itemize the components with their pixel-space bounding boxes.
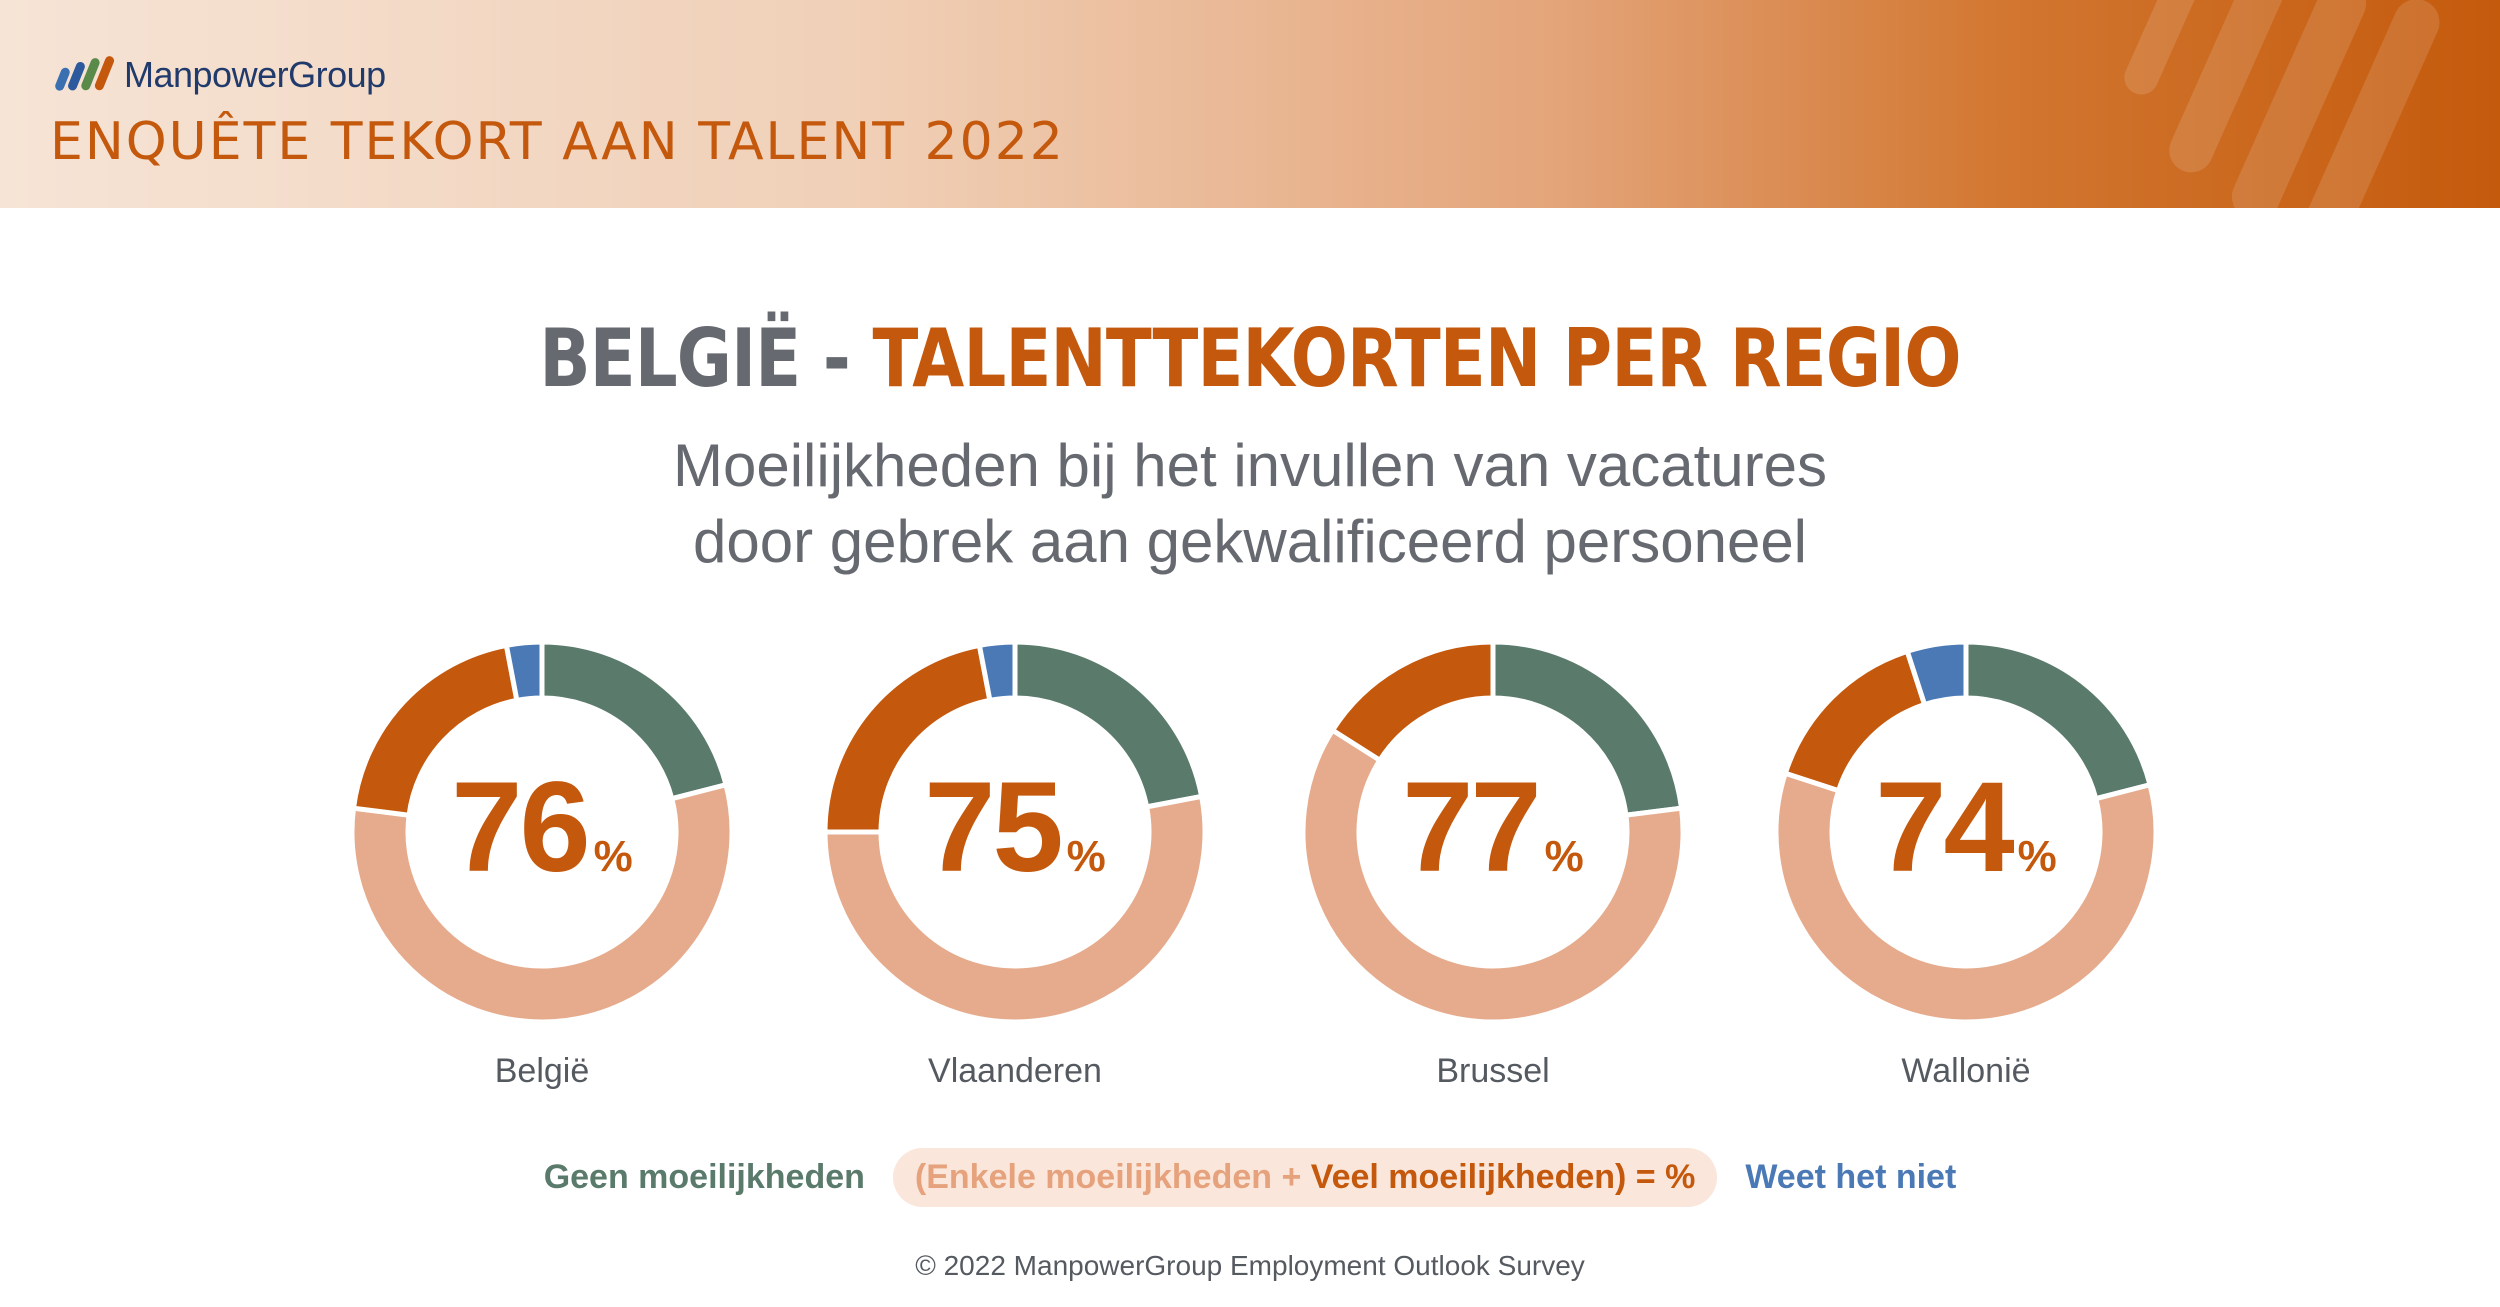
brand-mark-icon bbox=[55, 56, 114, 91]
donut-total-value: 76 bbox=[451, 756, 590, 899]
donut-total-brussel: 77% bbox=[1293, 754, 1693, 901]
donut-total-unit: % bbox=[593, 832, 633, 881]
legend-veel-moeilijkheden: Veel moeilijkheden) = % bbox=[1310, 1158, 1696, 1196]
donut-total-unit: % bbox=[1544, 832, 1584, 881]
donut-total-unit: % bbox=[2017, 832, 2057, 881]
donut-slice-brussel-enkele-moeilijkheden bbox=[1300, 726, 1686, 1025]
donut-slice-wallonie-enkele-moeilijkheden bbox=[1773, 770, 2159, 1025]
region-label-wallonie: Wallonië bbox=[1901, 1052, 2031, 1090]
subtitle-line-2: door gebrek aan gekwalificeerd personeel bbox=[692, 508, 1808, 575]
donut-slice-vlaanderen-enkele-moeilijkheden bbox=[822, 793, 1208, 1025]
region-label-belgie: België bbox=[494, 1052, 590, 1090]
page-title: BELGIË - TALENTTEKORTEN PER REGIO bbox=[200, 312, 2300, 405]
donut-slice-belgie-enkele-moeilijkheden bbox=[349, 781, 735, 1025]
legend-geen-moeilijkheden: Geen moeilijkheden bbox=[543, 1158, 865, 1196]
legend-percentage-formula: (Enkele moeilijkheden + Veel moeilijkhed… bbox=[892, 1148, 1718, 1207]
donut-slice-brussel-veel-moeilijkheden bbox=[1329, 639, 1496, 764]
header-banner: ManpowerGroup ENQUÊTE TEKORT AAN TALENT … bbox=[0, 0, 2500, 208]
donut-total-unit: % bbox=[1066, 832, 1106, 881]
donut-total-value: 77 bbox=[1402, 756, 1541, 899]
banner-title: ENQUÊTE TEKORT AAN TALENT 2022 bbox=[50, 112, 1065, 172]
brand-name: ManpowerGroup bbox=[124, 54, 386, 95]
donut-slice-belgie-weet-het-niet bbox=[503, 639, 545, 704]
subtitle-line-1: Moeilijkheden bij het invullen van vacat… bbox=[672, 432, 1827, 499]
page-title-topic: TALENTTEKORTEN PER REGIO bbox=[872, 312, 1962, 405]
donut-slice-wallonie-weet-het-niet bbox=[1904, 639, 1969, 708]
decorative-stripes bbox=[2124, 0, 2440, 208]
donut-total-value: 74 bbox=[1875, 756, 2014, 899]
legend-weet-het-niet: Weet het niet bbox=[1745, 1158, 1957, 1196]
page-subtitle: Moeilijkheden bij het invullen van vacat… bbox=[0, 428, 2500, 580]
donut-total-belgie: 76% bbox=[342, 754, 742, 901]
donut-total-vlaanderen: 75% bbox=[815, 754, 1215, 901]
page-title-country: BELGIË - bbox=[539, 312, 873, 405]
donut-slice-vlaanderen-weet-het-niet bbox=[976, 639, 1018, 704]
donut-total-wallonie: 74% bbox=[1766, 754, 2166, 901]
copyright-footer: © 2022 ManpowerGroup Employment Outlook … bbox=[915, 1250, 1585, 1281]
region-label-vlaanderen: Vlaanderen bbox=[928, 1052, 1102, 1090]
donut-total-value: 75 bbox=[924, 756, 1063, 899]
region-label-brussel: Brussel bbox=[1436, 1052, 1550, 1090]
legend-enkele-moeilijkheden: (Enkele moeilijkheden + bbox=[914, 1158, 1311, 1196]
manpowergroup-logo: ManpowerGroup bbox=[52, 50, 386, 100]
chart-legend: Geen moeilijkheden (Enkele moeilijkheden… bbox=[0, 1148, 2500, 1207]
